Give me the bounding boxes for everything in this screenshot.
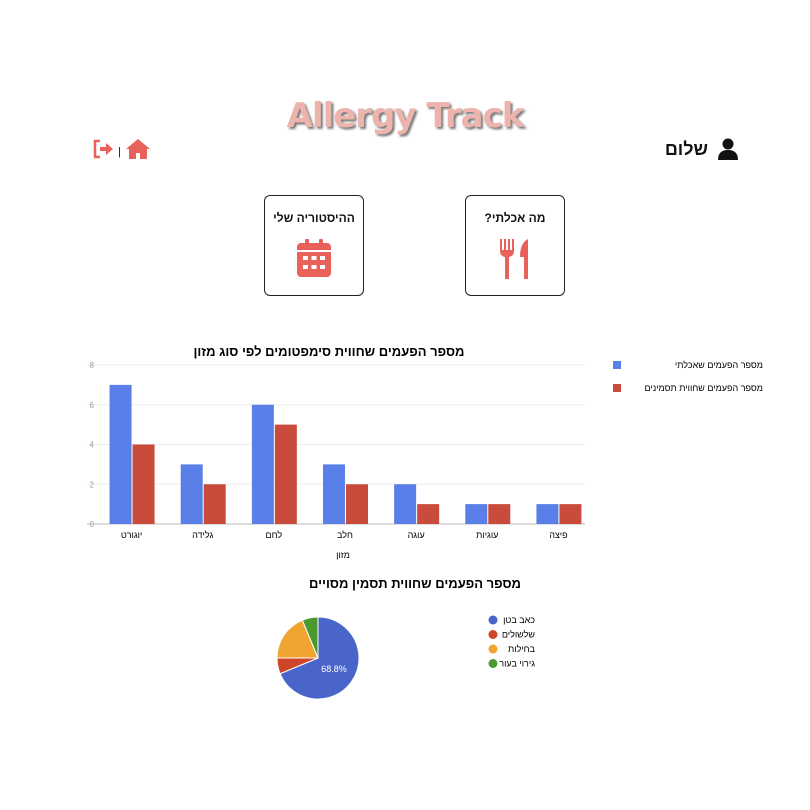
nav-icons: | xyxy=(92,138,151,160)
utensils-icon xyxy=(500,239,528,279)
x-tick-label: חלב xyxy=(337,530,353,540)
y-tick-label: 4 xyxy=(90,441,95,450)
what-i-ate-label: מה אכלתי? xyxy=(484,211,546,225)
x-tick-label: פיצה xyxy=(549,530,567,540)
bar-symptoms xyxy=(203,484,226,524)
x-tick-label: עוגה xyxy=(408,530,425,540)
bar-chart-title: מספר הפעמים שחווית סימפטומים לפי סוג מזו… xyxy=(193,344,464,359)
legend-label: מספר הפעמים שחווית תסמינים xyxy=(644,383,763,393)
bar-ate xyxy=(536,504,559,524)
bar-symptoms xyxy=(132,444,155,524)
bar-ate xyxy=(109,384,132,524)
legend-label: שלשולים xyxy=(502,630,536,640)
legend-swatch xyxy=(613,361,621,369)
bar-symptoms xyxy=(488,504,511,524)
history-label: ההיסטוריה שלי xyxy=(273,211,355,225)
pie-chart-title: מספר הפעמים שחווית תסמין מסויים xyxy=(309,576,521,591)
greeting-text: שלום xyxy=(664,138,708,159)
user-icon xyxy=(718,138,738,160)
bar-ate xyxy=(251,404,274,524)
legend-label: מספר הפעמים שאכלתי xyxy=(675,360,763,370)
legend-dot xyxy=(488,644,498,654)
bar-ate xyxy=(180,464,203,524)
y-tick-label: 6 xyxy=(90,401,95,410)
legend-label: כאב בטן xyxy=(503,615,535,625)
app-title: Allergy Track xyxy=(286,96,525,136)
legend-label: גירוי בעור xyxy=(499,659,535,669)
bar-symptoms xyxy=(274,424,297,524)
bar-ate xyxy=(323,464,345,524)
x-tick-label: לחם xyxy=(266,530,283,540)
bar-symptoms xyxy=(346,484,368,524)
what-i-ate-card[interactable]: מה אכלתי? xyxy=(465,195,565,296)
x-tick-label: יוגורט xyxy=(121,530,143,540)
nav-separator: | xyxy=(118,146,121,158)
calendar-icon xyxy=(297,239,331,277)
x-tick-label: עוגיות xyxy=(476,530,498,540)
legend-dot xyxy=(488,659,498,668)
bar-ate xyxy=(465,504,488,524)
pie-chart: מספר הפעמים שחווית תסמין מסויים 68.8% כא… xyxy=(276,576,536,700)
x-axis-label: מזון xyxy=(336,550,350,560)
pie-slice xyxy=(279,616,360,700)
legend-label: בחילות xyxy=(508,644,536,654)
legend-swatch xyxy=(613,384,621,392)
y-tick-label: 0 xyxy=(90,520,95,529)
y-tick-label: 8 xyxy=(90,361,95,370)
pie-data-label: 68.8% xyxy=(321,664,347,674)
bar-symptoms xyxy=(417,504,440,524)
user-greeting: שלום xyxy=(665,138,738,160)
bar-ate xyxy=(394,484,417,524)
y-tick-label: 2 xyxy=(90,480,95,489)
bar-chart: מספר הפעמים שחווית סימפטומים לפי סוג מזו… xyxy=(87,344,763,560)
history-card[interactable]: ההיסטוריה שלי xyxy=(264,195,364,296)
legend-dot xyxy=(488,615,498,625)
pie-slice xyxy=(301,616,319,659)
pie-slice xyxy=(276,619,319,659)
bar-symptoms xyxy=(559,504,582,524)
x-tick-label: גלידה xyxy=(192,530,213,540)
legend-dot xyxy=(488,630,498,639)
logout-icon[interactable] xyxy=(92,139,114,159)
home-icon[interactable] xyxy=(125,138,151,160)
